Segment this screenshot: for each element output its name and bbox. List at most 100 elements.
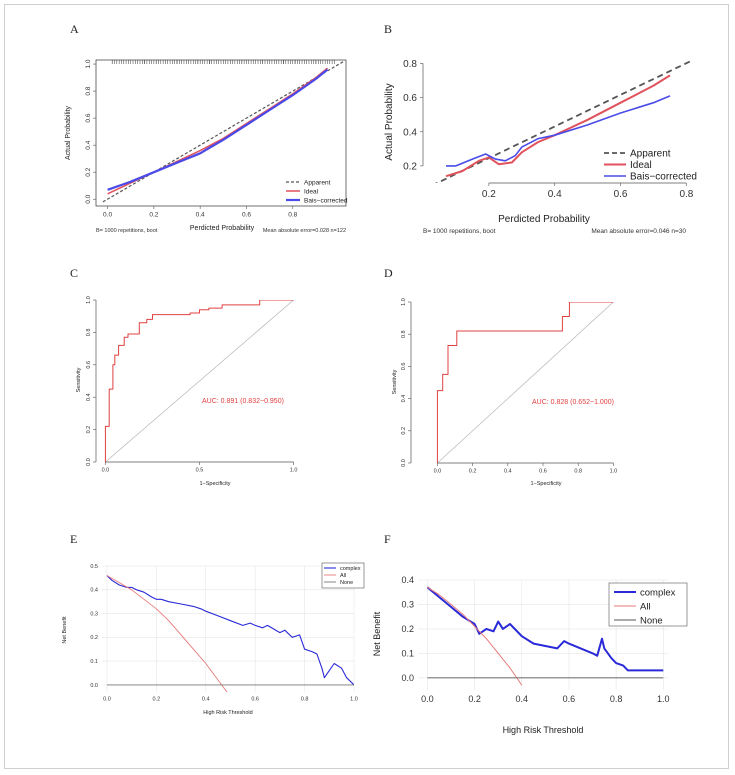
series-line-complex (106, 575, 354, 686)
series-line-apparent (102, 60, 345, 203)
legend-label: Apparent (630, 149, 671, 160)
y-axis-title: Sensitivity (392, 369, 398, 394)
x-tick-label: 0.4 (548, 189, 562, 200)
y-tick-label: 0.2 (401, 624, 414, 634)
x-tick-label: 0.2 (468, 694, 481, 704)
legend-label: Bais−corrected (304, 197, 348, 204)
footer-note-left: B= 1000 repetitions, boot (96, 228, 158, 234)
y-tick-label: 0.2 (85, 167, 92, 176)
y-tick-label: 0.4 (401, 395, 407, 403)
y-tick-label: 0.6 (85, 113, 92, 122)
series-layer (106, 575, 354, 692)
series-line-complex (426, 586, 664, 672)
legend-label: None (640, 615, 663, 626)
legend-label: Apparent (304, 179, 331, 186)
y-tick-label: 0.6 (403, 93, 417, 104)
series-line-ideal (107, 67, 328, 195)
x-tick-label: 0.2 (469, 469, 477, 475)
x-tick-label: 1.0 (610, 469, 618, 475)
legend-label: All (340, 573, 346, 579)
legend-label: Ideal (630, 160, 652, 171)
y-tick-label: 1.0 (401, 298, 407, 306)
auc-annotation: AUC: 0.891 (0.832−0.950) (202, 398, 284, 405)
x-axis-title: High Risk Threshold (203, 710, 252, 716)
panel-label-f: F (384, 532, 391, 546)
x-tick-label: 0.4 (202, 697, 210, 703)
series-layer (104, 300, 294, 462)
x-tick-label: 0.2 (149, 212, 158, 219)
y-axis-title: Sensitivity (76, 367, 82, 392)
x-tick-label: 0.4 (504, 469, 512, 475)
series-line-all (106, 575, 228, 692)
y-tick-label: 0.0 (85, 194, 92, 203)
x-axis-title: Perdicted Probability (190, 225, 255, 232)
x-tick-label: 0.8 (679, 189, 693, 200)
legend-label: None (340, 580, 353, 586)
legend-box (608, 582, 688, 627)
x-axis-title: 1−Specificity (530, 481, 561, 487)
chart-panel-c: 0.0 0.5 1.0 0.0 0.2 0.4 0.6 0.8 1.0 1−Specificity… (76, 296, 297, 487)
chart-panel-a: 0.0 0.2 0.4 0.6 0.8 0.0 0.2 0.4 0.6 0.8 1.0 Perdict… (65, 59, 348, 234)
figure-frame (4, 4, 729, 769)
x-tick-label: 1.0 (290, 468, 298, 474)
auc-annotation: AUC: 0.828 (0.652−1.000) (532, 399, 614, 406)
legend-label: Bais−corrected (630, 172, 697, 183)
x-tick-label: 0.5 (196, 468, 204, 474)
series-line-roc (436, 302, 614, 463)
y-tick-label: 0.4 (85, 140, 92, 149)
x-tick-label: 0.0 (103, 697, 111, 703)
x-tick-label: 0.6 (614, 189, 628, 200)
x-tick-label: 1.0 (350, 697, 358, 703)
y-axis-title: Actual Probability (65, 105, 72, 160)
x-tick-label: 0.0 (421, 694, 434, 704)
legend: complex All None (608, 582, 688, 627)
x-axis-title: Perdicted Probability (498, 214, 590, 225)
y-tick-label: 0.8 (86, 329, 92, 337)
x-tick-label: 0.8 (288, 212, 297, 219)
y-tick-label: 0.2 (403, 161, 417, 172)
chart-panel-e: 0.0 0.2 0.4 0.6 0.8 1.0 0.0 0.1 0.2 0.3 0.4 0.5 High… (62, 562, 365, 716)
footer-note-right: Mean absolute error=0.028 n=122 (263, 228, 346, 234)
legend-label: Ideal (304, 188, 319, 195)
series-layer (426, 586, 664, 686)
x-tick-label: 0.6 (563, 694, 576, 704)
y-tick-label: 1.0 (85, 59, 92, 68)
series-line-ideal (445, 74, 671, 178)
y-tick-label: 0.4 (86, 393, 92, 401)
y-tick-label: 0.2 (401, 427, 407, 435)
y-axis-title: Actual Probability (384, 83, 395, 160)
legend-label: complex (640, 587, 676, 598)
legend-box (321, 562, 365, 589)
series-line-reference (105, 300, 294, 462)
x-axis-title: High Risk Threshold (503, 725, 584, 735)
x-tick-label: 0.4 (516, 694, 529, 704)
y-tick-label: 0.1 (90, 659, 98, 665)
series-layer (435, 60, 693, 183)
series-line-all (427, 586, 523, 686)
x-tick-label: 0.4 (196, 212, 205, 219)
x-axis-title: 1−Specificity (199, 481, 230, 487)
y-axis-title: Net Benefit (372, 611, 382, 656)
x-tick-label: 0.0 (102, 468, 110, 474)
y-tick-label: 0.1 (401, 648, 414, 658)
footer-note-left: B= 1000 repetitions, boot (423, 228, 496, 235)
y-tick-label: 0.4 (403, 127, 417, 138)
plot-background (102, 566, 354, 692)
y-tick-label: 0.8 (85, 86, 92, 95)
y-tick-label: 0.0 (401, 459, 407, 467)
legend-label: complex (340, 566, 361, 572)
x-tick-label: 0.0 (103, 212, 112, 219)
y-tick-label: 0.3 (90, 611, 98, 617)
y-tick-label: 0.4 (90, 588, 98, 594)
panel-label-d: D (384, 266, 393, 280)
series-line-roc (104, 300, 294, 462)
chart-panel-f: 0.0 0.2 0.4 0.6 0.8 1.0 0.0 0.1 0.2 0.3 0.4 High Ri… (372, 575, 688, 735)
legend-label: All (640, 601, 651, 612)
x-tick-label: 0.6 (539, 469, 547, 475)
series-line-bais-corrected (107, 68, 329, 191)
panel-label-c: C (70, 266, 79, 280)
y-tick-label: 0.2 (90, 635, 98, 641)
